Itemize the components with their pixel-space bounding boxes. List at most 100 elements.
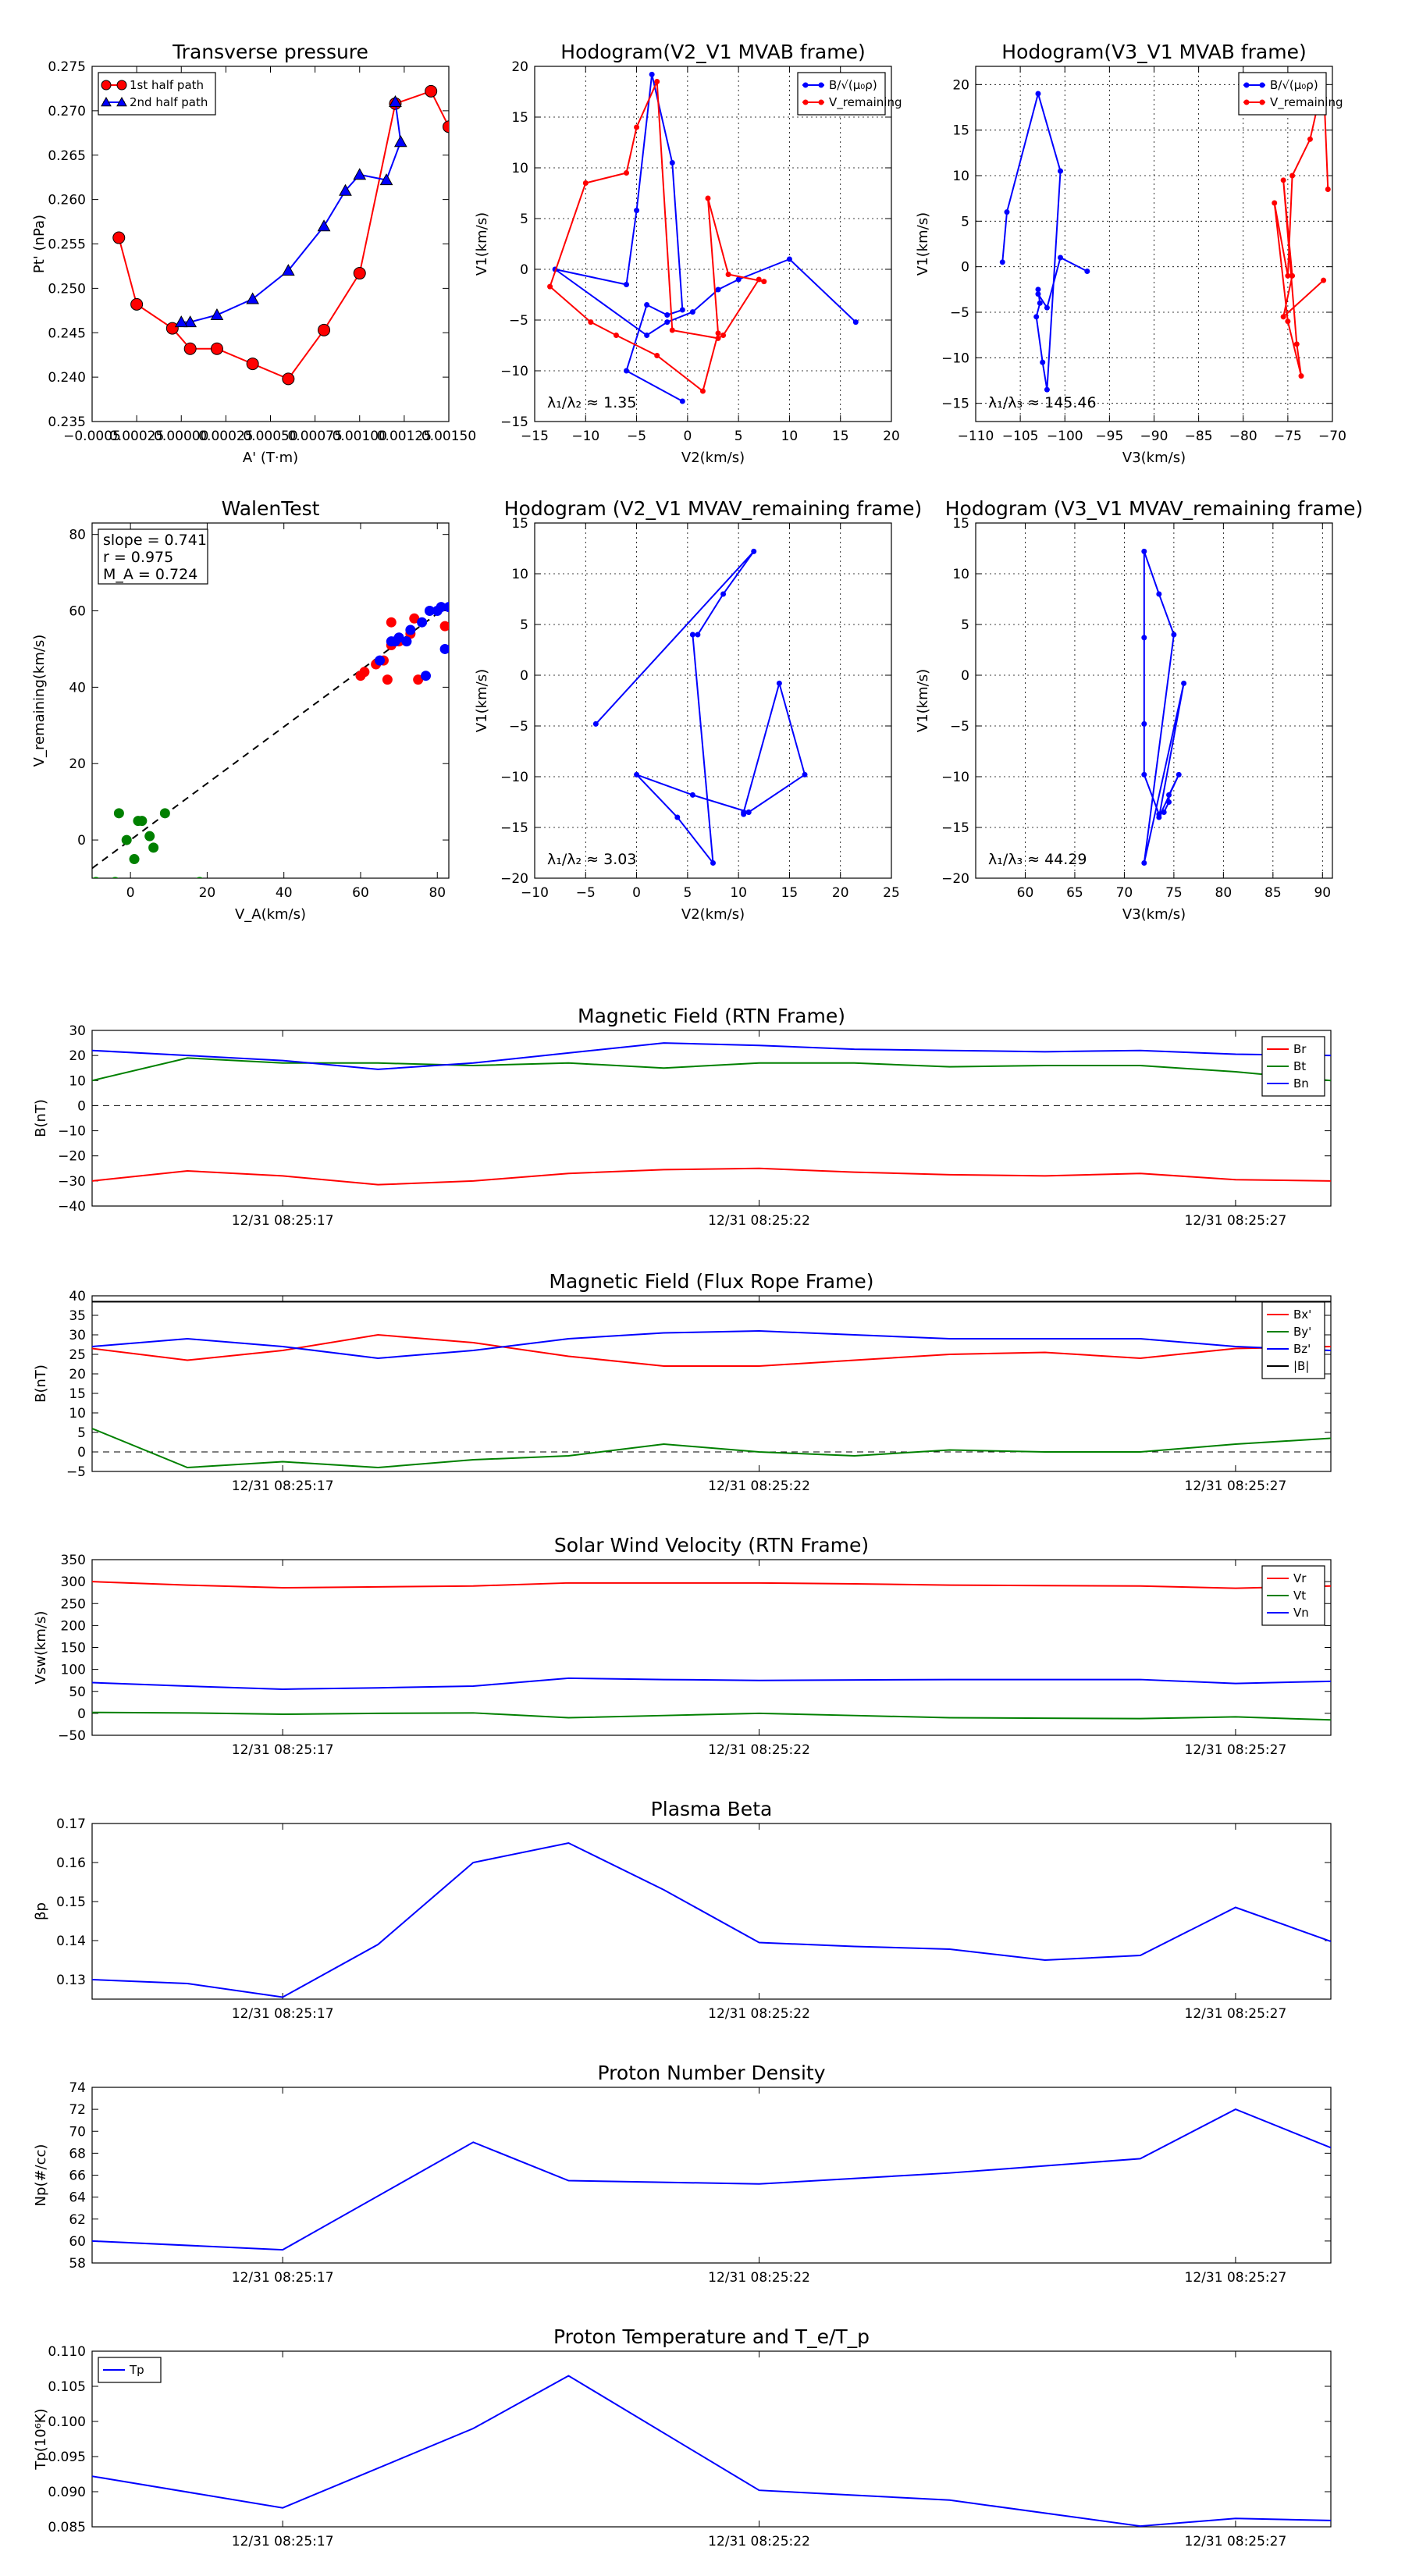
x-axis-label: V_A(km/s) xyxy=(235,906,306,923)
series-line-1 xyxy=(92,1711,1331,1721)
scatter-point-green xyxy=(87,881,98,891)
y-tick-label: 30 xyxy=(69,1328,86,1343)
data-point xyxy=(741,811,747,817)
series-line-0 xyxy=(92,1167,1331,1186)
y-tick-label: 0.17 xyxy=(56,1816,86,1832)
data-point xyxy=(669,160,675,165)
y-axis-label: V1(km/s) xyxy=(915,669,931,732)
y-axis-label: Np(#/cc) xyxy=(33,2144,49,2207)
y-tick-label: 250 xyxy=(61,1596,86,1612)
x-tick-label: 20 xyxy=(883,429,900,444)
data-point xyxy=(389,94,402,107)
x-axis-label: V3(km/s) xyxy=(1122,450,1186,466)
y-tick-label: 150 xyxy=(61,1641,86,1656)
x-tick-label: −5 xyxy=(627,429,646,444)
y-tick-label: 10 xyxy=(69,1073,86,1089)
x-axis-label: V2(km/s) xyxy=(681,906,745,923)
data-point xyxy=(547,283,553,290)
data-point xyxy=(786,256,792,262)
solar-wind-velocity-chart: Solar Wind Velocity (RTN Frame) 12/31 08:… xyxy=(33,1534,1332,1758)
plot-area xyxy=(592,548,808,866)
legend-label: Br xyxy=(1293,1042,1307,1056)
legend-label: Tp xyxy=(129,2363,144,2377)
y-tick-label: 40 xyxy=(69,680,86,696)
data-point xyxy=(174,315,188,328)
data-point xyxy=(1040,359,1046,365)
legend-label: |B| xyxy=(1293,1359,1309,1373)
y-tick-label: −5 xyxy=(66,1464,86,1480)
data-point xyxy=(689,309,695,315)
legend-marker xyxy=(818,99,824,105)
axes-frame xyxy=(534,66,892,422)
x-tick-label: 12/31 08:25:27 xyxy=(1185,1478,1287,1494)
y-tick-label: 80 xyxy=(69,528,86,543)
scatter-point-blue xyxy=(443,602,449,613)
plot-area xyxy=(547,71,859,404)
magnetic-field-rtn-chart: Magnetic Field (RTN Frame) 12/31 08:25:17… xyxy=(33,1005,1332,1229)
x-tick-label: 5 xyxy=(735,429,743,444)
y-tick-label: 0.260 xyxy=(48,193,86,208)
y-tick-label: 15 xyxy=(511,516,528,532)
x-tick-label: 60 xyxy=(352,885,369,901)
x-tick-label: 12/31 08:25:17 xyxy=(232,1742,334,1758)
x-tick-label: −110 xyxy=(958,429,994,444)
axes-frame xyxy=(91,1823,1332,2000)
y-tick-label: 60 xyxy=(69,2234,86,2250)
x-tick-label: −75 xyxy=(1274,429,1302,444)
y-tick-label: 0 xyxy=(961,260,969,276)
y-tick-label: −20 xyxy=(58,1149,86,1165)
hodogram-v2v1-mvab-chart: Hodogram(V2_V1 MVAB frame) −15 −10 −5 0 5 10 15… xyxy=(474,41,902,466)
x-tick-label: 12/31 08:25:27 xyxy=(1185,1742,1287,1758)
x-tick-label: 60 xyxy=(1017,885,1034,901)
series-line-0 xyxy=(92,2375,1331,2527)
data-point xyxy=(1293,341,1300,347)
chart-title: Plasma Beta xyxy=(651,1798,773,1820)
scatter-point-green xyxy=(121,834,132,845)
y-tick-label: 0.110 xyxy=(48,2344,86,2360)
y-tick-label: 5 xyxy=(961,617,969,633)
y-tick-label: 0.15 xyxy=(56,1895,86,1910)
data-point xyxy=(1181,680,1187,686)
x-tick-label: 0.00025 xyxy=(198,429,253,444)
y-tick-label: 10 xyxy=(511,161,528,176)
x-tick-label: 40 xyxy=(276,885,293,901)
chart-title: Transverse pressure xyxy=(172,41,368,63)
legend: 1st half path 2nd half path xyxy=(98,72,216,116)
x-tick-label: 0.00100 xyxy=(333,429,387,444)
plot-area xyxy=(87,602,449,891)
data-point xyxy=(246,358,259,371)
data-point xyxy=(634,124,640,130)
series-line-0 xyxy=(1001,91,1088,390)
axes-frame xyxy=(91,2350,1332,2528)
data-point xyxy=(282,264,295,276)
chart-title: Proton Temperature and T_e/T_p xyxy=(553,2325,870,2348)
stats-box xyxy=(98,528,208,585)
data-point xyxy=(1280,177,1286,183)
data-point xyxy=(710,860,716,866)
hodogram-v2v1-mvav-chart: Hodogram (V2_V1 MVAV_remaining frame) −10… xyxy=(474,497,922,923)
x-tick-label: −10 xyxy=(521,885,549,901)
x-tick-label: 12/31 08:25:27 xyxy=(1185,1213,1287,1229)
eigenvalue-ratio: λ₁/λ₃ ≈ 145.46 xyxy=(988,394,1097,411)
y-tick-label: −10 xyxy=(500,770,528,785)
y-tick-label: −30 xyxy=(58,1174,86,1190)
x-tick-label: 0.00150 xyxy=(422,429,476,444)
scatter-point-green xyxy=(112,877,119,878)
data-point xyxy=(715,335,721,341)
x-axis-label: A' (T·m) xyxy=(243,450,298,466)
data-point xyxy=(1166,799,1172,805)
y-tick-label: 62 xyxy=(69,2212,86,2228)
data-point xyxy=(1156,811,1162,817)
y-tick-label: 60 xyxy=(69,604,86,620)
legend: B/√(μ₀ρ) V_remaining xyxy=(797,72,902,116)
legend: Br Bt Bn xyxy=(1261,1036,1325,1097)
data-point xyxy=(443,120,449,133)
data-point xyxy=(1044,386,1050,393)
data-point xyxy=(1058,168,1064,174)
x-tick-label: −70 xyxy=(1318,429,1346,444)
series-line-2 xyxy=(92,1042,1331,1070)
data-point xyxy=(1141,860,1147,866)
data-point xyxy=(1285,272,1291,279)
data-point xyxy=(1156,591,1162,597)
legend-label: Vt xyxy=(1293,1589,1306,1603)
